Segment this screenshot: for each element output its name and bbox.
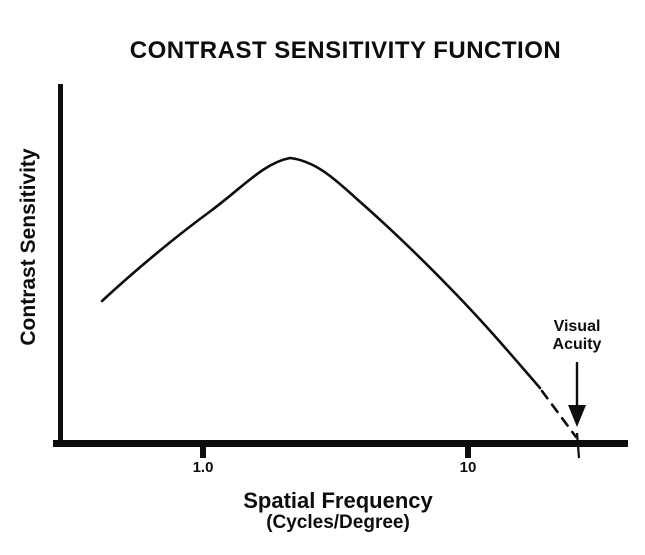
visual-acuity-axis-tick [575,432,581,459]
x-tick-mark-1.0 [200,447,206,458]
visual-acuity-annotation-line1: Visual [553,318,601,335]
x-tick-mark-10 [465,447,471,458]
visual-acuity-annotation-line2: Acuity [552,336,602,353]
chart-title: CONTRAST SENSITIVITY FUNCTION [129,37,562,64]
visual-acuity-annotation: Visual Acuity [537,318,617,354]
csf-curve-dashed [540,389,578,439]
x-tick-label-1.0: 1.0 [192,459,214,476]
csf-curve-solid [100,156,542,390]
x-axis-line [53,440,628,447]
x-axis-label: Spatial Frequency [243,488,433,513]
x-tick-label-10: 10 [459,459,477,476]
visual-acuity-arrowhead-icon [568,405,586,427]
x-axis-sublabel: (Cycles/Degree) [266,512,410,533]
y-axis-line [58,84,63,447]
